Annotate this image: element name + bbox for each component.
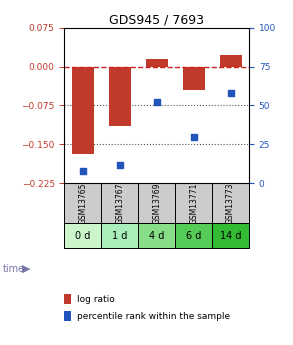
Bar <box>72 67 94 154</box>
Bar <box>212 223 249 248</box>
Text: 4 d: 4 d <box>149 231 164 241</box>
Point <box>191 134 196 139</box>
Bar <box>219 55 242 67</box>
Bar <box>64 223 101 248</box>
Text: GSM13769: GSM13769 <box>152 183 161 224</box>
Text: 14 d: 14 d <box>220 231 241 241</box>
Text: GSM13765: GSM13765 <box>79 183 87 224</box>
Text: log ratio: log ratio <box>77 295 115 304</box>
Text: GSM13771: GSM13771 <box>189 183 198 224</box>
Bar <box>175 223 212 248</box>
Text: GSM13767: GSM13767 <box>115 183 124 224</box>
Point <box>228 90 233 96</box>
Bar <box>101 223 138 248</box>
Text: 1 d: 1 d <box>112 231 127 241</box>
Point <box>81 168 85 174</box>
Text: time: time <box>3 264 25 274</box>
Text: 0 d: 0 d <box>75 231 91 241</box>
Point <box>154 100 159 105</box>
Text: percentile rank within the sample: percentile rank within the sample <box>77 312 230 321</box>
Text: 6 d: 6 d <box>186 231 201 241</box>
Bar <box>146 59 168 67</box>
Point <box>117 162 122 167</box>
Title: GDS945 / 7693: GDS945 / 7693 <box>109 13 204 27</box>
Text: GSM13773: GSM13773 <box>226 183 235 224</box>
Bar <box>109 67 131 126</box>
Bar <box>183 67 205 90</box>
Bar <box>138 223 175 248</box>
Text: ▶: ▶ <box>22 264 30 274</box>
